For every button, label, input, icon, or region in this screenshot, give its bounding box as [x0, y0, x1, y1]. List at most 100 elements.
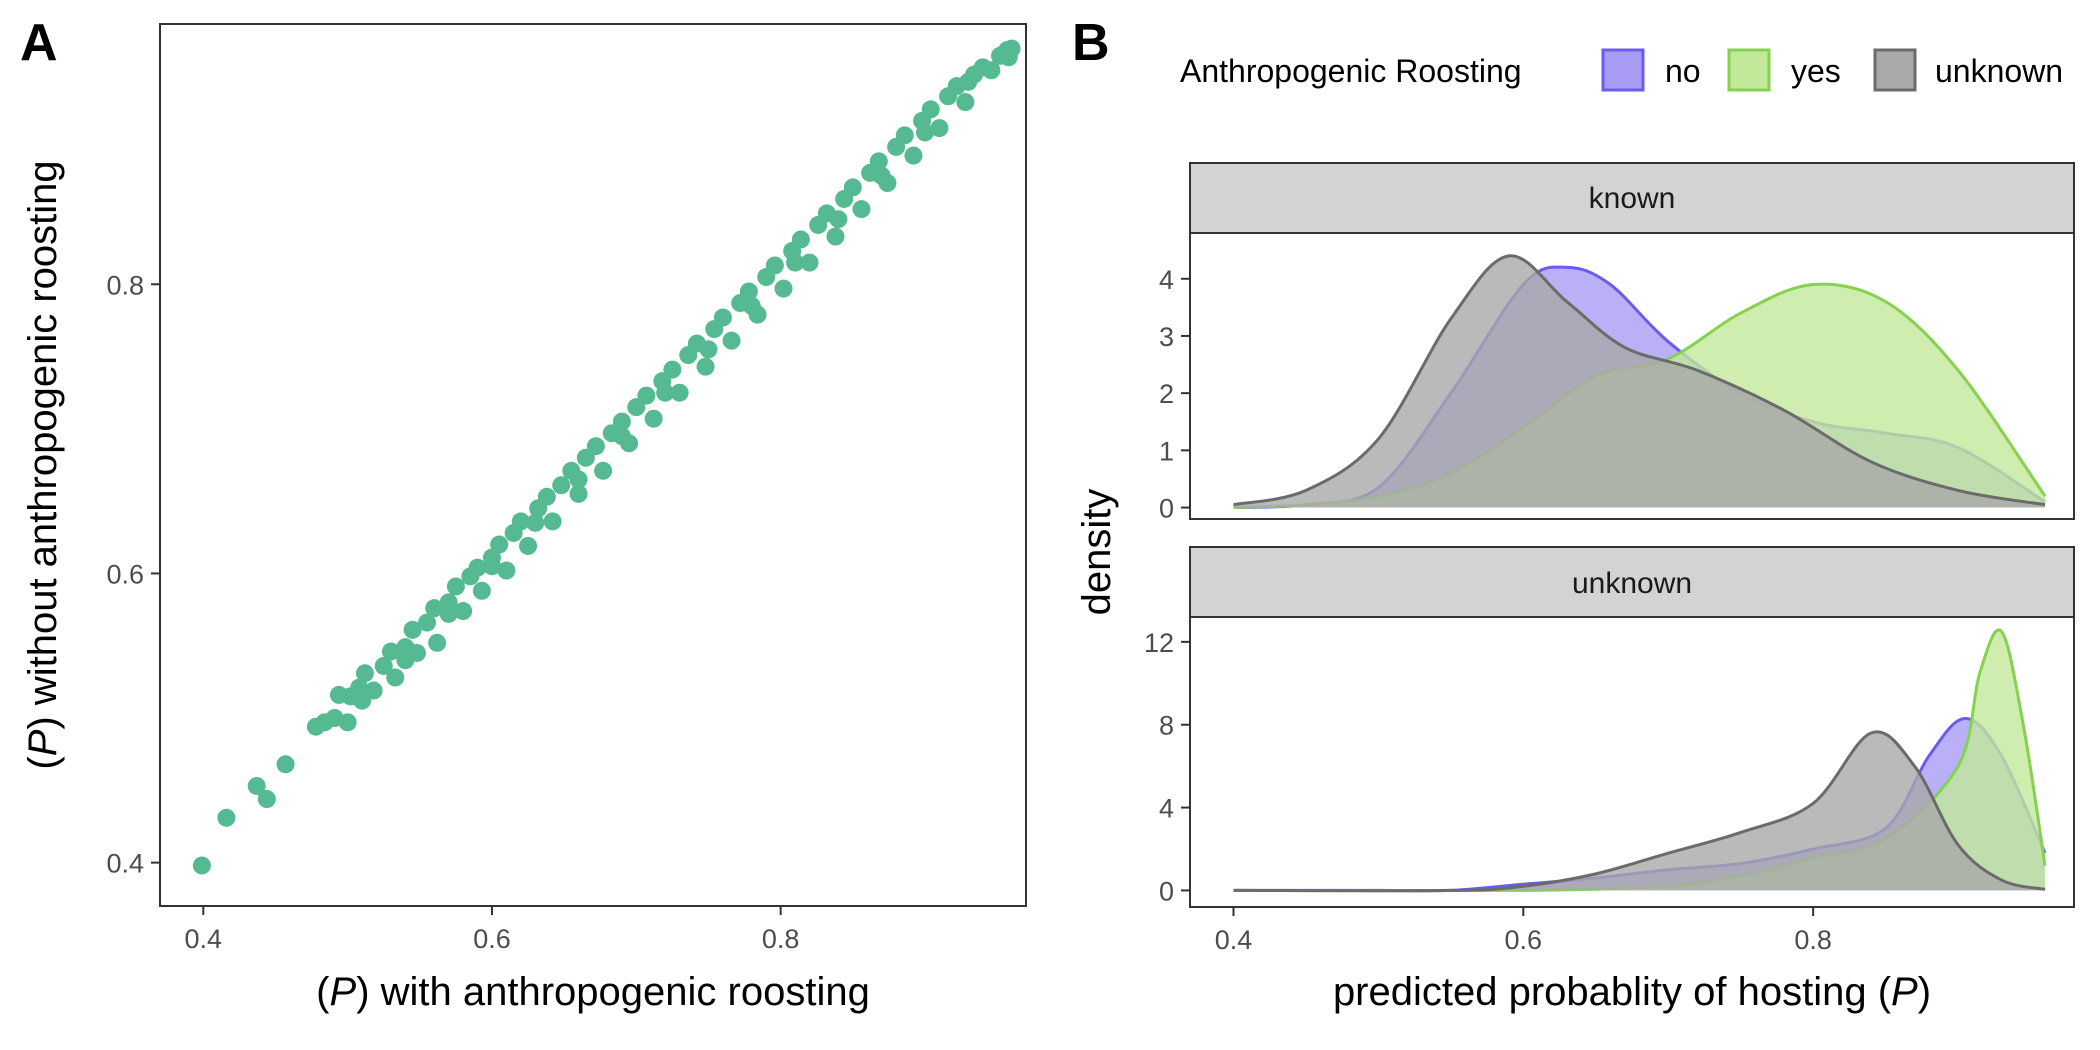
scatter-point-105	[439, 604, 458, 623]
scatter-point-57	[713, 308, 732, 327]
scatter-point-106	[396, 651, 415, 670]
scatter-point-36	[537, 487, 556, 506]
facet-unknown-y-tick-label-3: 12	[1144, 628, 1174, 658]
scatter-point-95	[872, 166, 891, 185]
scatter-point-25	[454, 602, 473, 621]
scatter-point-13	[364, 681, 383, 700]
facet-known-y-tick-label-2: 2	[1159, 379, 1174, 409]
scatter-point-101	[612, 427, 631, 446]
scatter-point-48	[637, 386, 656, 405]
scatter-point-27	[468, 558, 487, 577]
panel-b-letter: B	[1072, 14, 1110, 72]
density-line-known-unknown	[1233, 254, 2046, 507]
scatter-point-67	[800, 253, 819, 272]
scatter-point-99	[699, 340, 718, 359]
legend-label-yes: yes	[1791, 53, 1841, 89]
scatter-point-37	[543, 512, 562, 531]
scatter-point-104	[482, 557, 501, 576]
scatter-point-75	[869, 152, 888, 171]
scatter-point-9	[338, 713, 357, 732]
facet-strip-known	[1189, 162, 2075, 234]
scatter-point-55	[696, 357, 715, 376]
facet-known: known 0 1 2 3 4	[1159, 162, 2075, 524]
scatter-y-tick-label-2: 0.8	[106, 270, 144, 300]
scatter-point-28	[472, 581, 491, 600]
scatter-point-22	[428, 633, 447, 652]
facet-strip-label-unknown: unknown	[1572, 567, 1692, 600]
density-areas-known	[1233, 254, 2047, 510]
scatter-point-94	[915, 123, 934, 142]
density-x-axis-title: predicted probablity of hosting (P)	[1333, 970, 1931, 1014]
scatter-point-38	[552, 476, 571, 495]
scatter-point-33	[511, 512, 530, 531]
scatter-x-axis-title: (P) with anthropogenic roosting	[316, 970, 870, 1014]
scatter-point-34	[519, 536, 538, 555]
scatter-point-52	[670, 383, 689, 402]
scatter-point-96	[829, 210, 848, 229]
scatter-x-tick-label-2: 0.8	[762, 924, 800, 954]
legend: Anthropogenic Roosting no yes unknown	[1180, 48, 2063, 92]
scatter-point-85	[956, 93, 975, 112]
facet-y-ticks-unknown: 0 4 8 12	[1144, 628, 1190, 906]
scatter-point-51	[663, 360, 682, 379]
scatter-point-21	[425, 599, 444, 618]
legend-swatch-yes	[1727, 48, 1771, 92]
scatter-x-tick-label-1: 0.6	[473, 924, 511, 954]
scatter-point-24	[446, 577, 465, 596]
facet-strip-label-known: known	[1589, 182, 1676, 215]
density-y-axis-title: density	[1075, 489, 1119, 616]
scatter-point-2	[247, 776, 266, 795]
scatter-y-tick-label-1: 0.6	[106, 559, 144, 589]
scatter-point-43	[594, 461, 613, 480]
facet-known-y-tick-label-3: 3	[1159, 322, 1174, 352]
scatter-point-70	[826, 227, 845, 246]
legend-title: Anthropogenic Roosting	[1180, 53, 1522, 89]
scatter-point-47	[627, 398, 646, 417]
scatter-point-88	[982, 61, 1001, 80]
scatter-point-107	[353, 691, 372, 710]
scatter-x-tick-label-0: 0.4	[185, 924, 223, 954]
facet-known-y-tick-label-0: 0	[1159, 494, 1174, 524]
panel-a-letter: A	[20, 14, 58, 72]
scatter-point-81	[921, 100, 940, 119]
density-x-tick-label-2: 0.8	[1794, 925, 1832, 955]
scatter-point-31	[497, 561, 516, 580]
scatter-point-92	[999, 48, 1018, 67]
facet-unknown: unknown 0 4 8 12	[1144, 546, 2075, 908]
scatter-y-tick-label-0: 0.4	[106, 849, 144, 879]
scatter-point-3	[257, 790, 276, 809]
scatter-point-49	[644, 409, 663, 428]
facet-known-y-tick-label-1: 1	[1159, 436, 1174, 466]
scatter-point-40	[569, 484, 588, 503]
scatter-point-20	[418, 613, 437, 632]
scatter-point-82	[930, 119, 949, 138]
scatter-point-100	[656, 383, 675, 402]
scatter-plot-area	[159, 23, 1027, 907]
scatter-point-103	[526, 513, 545, 532]
density-area-known-unknown	[1233, 255, 2046, 508]
scatter-chart: 0.4 0.6 0.8 0.4 0.6 0.8 (P) with anthropogen…	[21, 23, 1027, 1014]
scatter-point-1	[217, 808, 236, 827]
scatter-point-41	[576, 448, 595, 467]
scatter-point-0	[192, 856, 211, 875]
scatter-point-15	[381, 642, 400, 661]
legend-label-no: no	[1665, 53, 1701, 89]
scatter-point-79	[904, 146, 923, 165]
scatter-y-axis-title: (P) without anthropogenic roosting	[21, 160, 65, 769]
facet-strip-unknown	[1189, 546, 2075, 618]
scatter-point-98	[742, 296, 761, 315]
scatter-point-72	[843, 178, 862, 197]
facet-y-ticks-known: 0 1 2 3 4	[1159, 265, 1190, 524]
scatter-point-18	[403, 620, 422, 639]
density-area-unknown-unknown	[1233, 731, 2046, 891]
scatter-point-14	[374, 656, 393, 675]
legend-label-unknown: unknown	[1935, 53, 2063, 89]
legend-swatch-no	[1601, 48, 1645, 92]
scatter-x-ticks: 0.4 0.6 0.8	[185, 906, 800, 954]
legend-swatch-unknown	[1873, 48, 1917, 92]
scatter-point-12	[355, 664, 374, 683]
facet-known-y-tick-label-4: 4	[1159, 265, 1174, 295]
scatter-point-60	[739, 282, 758, 301]
density-areas-unknown	[1233, 628, 2047, 893]
